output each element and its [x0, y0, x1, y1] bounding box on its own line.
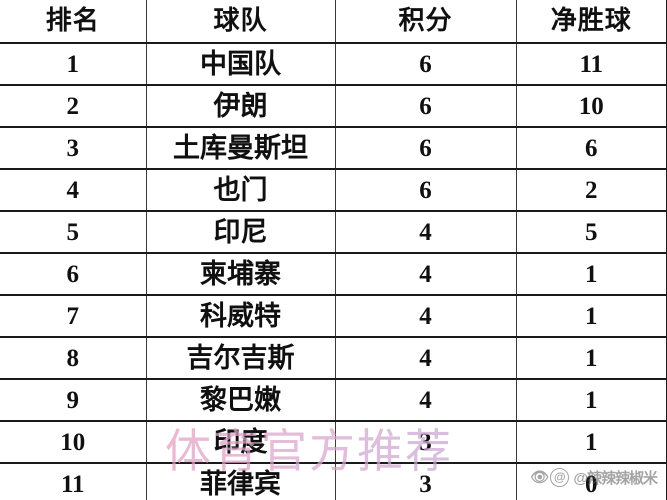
- table-body: 1 中国队 6 11 2 伊朗 6 10 3 土库曼斯坦 6 6 4 也门 6 2 5 印尼 4 5 6 柬埔寨 4 1 7 科威…: [0, 43, 667, 500]
- table-row: 3 土库曼斯坦 6 6: [0, 127, 667, 170]
- cell-rank: 11: [0, 463, 147, 500]
- cell-rank: 5: [0, 211, 147, 254]
- cell-team: 也门: [146, 169, 336, 212]
- cell-rank: 7: [0, 295, 147, 338]
- cell-points: 4: [335, 379, 517, 422]
- cell-points: 3: [335, 463, 517, 500]
- cell-team: 中国队: [146, 43, 336, 86]
- cell-points: 6: [335, 169, 517, 212]
- table-row: 6 柬埔寨 4 1: [0, 253, 667, 296]
- cell-goal-difference: 1: [516, 295, 667, 338]
- cell-goal-difference: 0: [516, 463, 667, 500]
- cell-points: 6: [335, 127, 517, 170]
- table-row: 1 中国队 6 11: [0, 43, 667, 86]
- table-row: 4 也门 6 2: [0, 169, 667, 212]
- table-row: 11 菲律宾 3 0: [0, 463, 667, 500]
- cell-goal-difference: 11: [516, 43, 667, 86]
- cell-team: 土库曼斯坦: [146, 127, 336, 170]
- cell-points: 4: [335, 337, 517, 380]
- cell-rank: 9: [0, 379, 147, 422]
- cell-rank: 1: [0, 43, 147, 86]
- cell-points: 4: [335, 295, 517, 338]
- table-header-row: 排名 球队 积分 净胜球: [0, 0, 667, 44]
- cell-goal-difference: 1: [516, 253, 667, 296]
- cell-rank: 2: [0, 85, 147, 128]
- cell-team: 科威特: [146, 295, 336, 338]
- cell-team: 印度: [146, 421, 336, 464]
- cell-points: 6: [335, 43, 517, 86]
- cell-rank: 3: [0, 127, 147, 170]
- column-header-points: 积分: [335, 0, 517, 44]
- cell-goal-difference: 1: [516, 421, 667, 464]
- column-header-team: 球队: [146, 0, 336, 44]
- cell-rank: 10: [0, 421, 147, 464]
- cell-rank: 4: [0, 169, 147, 212]
- cell-team: 伊朗: [146, 85, 336, 128]
- cell-goal-difference: 1: [516, 337, 667, 380]
- cell-team: 黎巴嫩: [146, 379, 336, 422]
- cell-rank: 8: [0, 337, 147, 380]
- table-row: 7 科威特 4 1: [0, 295, 667, 338]
- table-row: 10 印度 3 1: [0, 421, 667, 464]
- cell-goal-difference: 2: [516, 169, 667, 212]
- cell-points: 3: [335, 421, 517, 464]
- cell-team: 印尼: [146, 211, 336, 254]
- cell-goal-difference: 5: [516, 211, 667, 254]
- cell-team: 吉尔吉斯: [146, 337, 336, 380]
- column-header-rank: 排名: [0, 0, 147, 44]
- table-row: 5 印尼 4 5: [0, 211, 667, 254]
- table-row: 9 黎巴嫩 4 1: [0, 379, 667, 422]
- cell-points: 6: [335, 85, 517, 128]
- cell-goal-difference: 1: [516, 379, 667, 422]
- cell-goal-difference: 6: [516, 127, 667, 170]
- column-header-goal-difference: 净胜球: [516, 0, 667, 44]
- cell-points: 4: [335, 211, 517, 254]
- cell-points: 4: [335, 253, 517, 296]
- table-row: 2 伊朗 6 10: [0, 85, 667, 128]
- cell-goal-difference: 10: [516, 85, 667, 128]
- cell-rank: 6: [0, 253, 147, 296]
- table-row: 8 吉尔吉斯 4 1: [0, 337, 667, 380]
- cell-team: 柬埔寨: [146, 253, 336, 296]
- cell-team: 菲律宾: [146, 463, 336, 500]
- table-header: 排名 球队 积分 净胜球: [0, 0, 667, 44]
